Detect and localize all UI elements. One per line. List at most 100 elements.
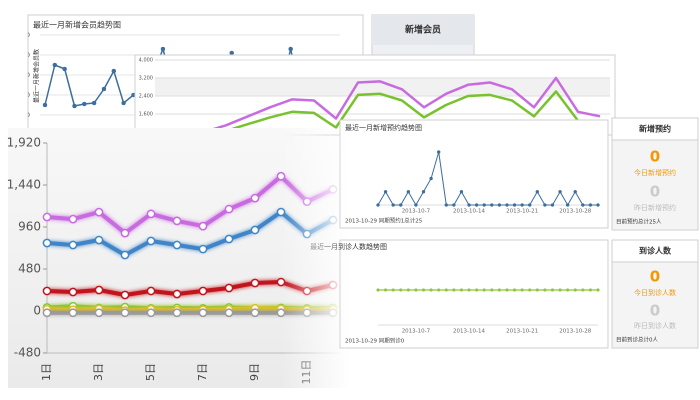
point (198, 286, 208, 296)
chart-title: 最近一月新增预约趋势图 (345, 123, 422, 132)
y-tick-label: 40 (22, 31, 30, 39)
point (172, 240, 182, 250)
point (302, 229, 312, 239)
point (444, 203, 449, 207)
y-tick-label: 0 (33, 304, 41, 318)
point (459, 190, 464, 194)
point (120, 250, 130, 260)
point (436, 150, 441, 154)
point (68, 308, 78, 318)
point (376, 288, 380, 292)
point (543, 203, 547, 207)
point (406, 288, 410, 292)
point (42, 212, 52, 222)
point (120, 290, 130, 300)
chart-note: 2013-10-29 同期到诊0 (345, 337, 405, 345)
point (68, 240, 78, 250)
point (452, 288, 456, 292)
point (52, 62, 58, 68)
point (490, 203, 494, 207)
point (160, 46, 166, 52)
point (520, 288, 524, 292)
point (437, 288, 441, 292)
x-tick-label: 2013-10-21 (506, 329, 538, 335)
plot: 最近一月新增预约趋势图 2013-10-29 同期预约1总计25 2013-10-7… (345, 123, 600, 225)
point (566, 288, 570, 292)
point (399, 203, 403, 207)
box-header (372, 15, 474, 45)
today-value: 0 (650, 268, 660, 286)
point (328, 215, 338, 225)
point (565, 203, 570, 207)
point (68, 214, 78, 224)
point (452, 203, 456, 207)
today-value: 0 (650, 148, 660, 166)
point (120, 228, 130, 238)
point (94, 285, 104, 295)
point (421, 190, 426, 194)
point (42, 286, 52, 296)
point (467, 203, 471, 207)
point (512, 203, 517, 207)
total-label: 目前预约总计25人 (616, 218, 662, 226)
point (302, 197, 312, 206)
point (482, 288, 486, 292)
yesterday-value: 0 (650, 183, 660, 201)
point (111, 68, 117, 74)
y-tick-label: -480 (14, 346, 41, 360)
point (224, 308, 234, 318)
point (288, 46, 293, 52)
point (121, 100, 126, 106)
point (302, 308, 312, 318)
point (276, 308, 286, 318)
box-title: 新增预约 (639, 124, 671, 134)
band (155, 78, 610, 96)
visit-box: 到诊人数 0 今日到诊人数 0 昨日到诊人数 目前到诊总计0人 (611, 239, 699, 349)
series-line (46, 174, 334, 236)
point (573, 190, 577, 194)
point (550, 203, 555, 207)
point (42, 308, 52, 318)
point (490, 288, 494, 292)
box-title: 到诊人数 (639, 246, 672, 256)
point (146, 236, 156, 246)
point (550, 288, 555, 292)
point (581, 288, 585, 292)
today-label: 今日新增预约 (634, 168, 676, 177)
point (229, 50, 234, 56)
point (94, 235, 104, 245)
point (391, 203, 395, 207)
x-tick-label: 2013-10-28 (559, 209, 591, 215)
point (406, 190, 411, 194)
plot: 最近一月到诊人数趋势图 2013-10-29 同期到诊0 2013-10-7 2013… (310, 242, 600, 345)
point (91, 100, 97, 106)
point (328, 308, 338, 318)
point (146, 286, 156, 296)
point (276, 277, 286, 287)
series-line (46, 210, 334, 257)
series-line (183, 76, 601, 135)
y-tick-label: 4,000 (139, 58, 153, 64)
series-line (46, 306, 334, 313)
point (588, 288, 593, 292)
yesterday-label: 昨日新增预约 (634, 203, 676, 212)
point (250, 308, 260, 318)
point (399, 288, 403, 292)
visit-chart-panel: 最近一月到诊人数趋势图 2013-10-29 同期到诊0 2013-10-7 2013… (310, 239, 609, 349)
x-tick-label: 2013-10-7 (402, 329, 431, 335)
yesterday-label: 昨日到诊人数 (634, 321, 676, 330)
x-tick-label: 2013-10-21 (506, 209, 538, 215)
box-title: 新增会员 (405, 24, 441, 36)
x-tick-label: 5日 (144, 363, 157, 381)
point (558, 190, 562, 194)
point (383, 288, 388, 292)
point (146, 308, 156, 318)
point (328, 185, 338, 194)
point (558, 288, 562, 292)
point (172, 308, 182, 318)
y-tick-label: 0 (26, 111, 30, 119)
point (528, 288, 532, 292)
point (527, 203, 532, 207)
point (94, 207, 104, 217)
total-label: 目前到诊总计0人 (616, 336, 658, 344)
